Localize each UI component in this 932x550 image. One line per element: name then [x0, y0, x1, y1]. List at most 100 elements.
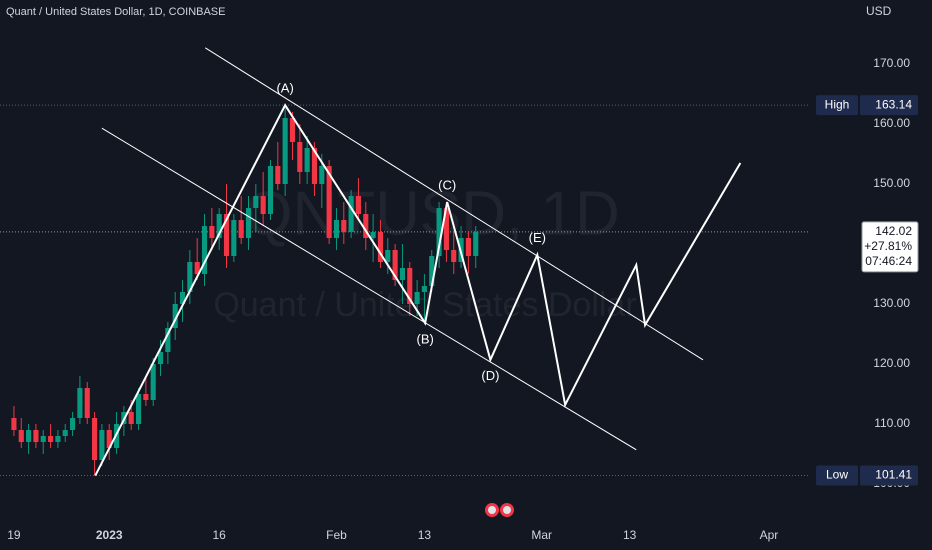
candle-body: [333, 220, 340, 239]
candle-body: [231, 220, 237, 257]
last-price: 142.02: [875, 224, 912, 238]
candle-body: [179, 292, 186, 305]
watermark: QNTUSD, 1D: [244, 179, 619, 248]
candle-body: [216, 214, 222, 239]
candle-body: [165, 328, 171, 353]
candle-body: [40, 436, 46, 443]
candle-body: [48, 436, 54, 443]
candle-body: [282, 118, 288, 185]
candle-body: [473, 231, 479, 257]
candle-body: [209, 226, 215, 239]
candle-body: [377, 232, 384, 263]
candle-body: [319, 166, 325, 185]
wave-label: (E): [529, 230, 546, 245]
candle-body: [429, 256, 435, 287]
candle-body: [253, 196, 259, 209]
currency: USD: [866, 4, 892, 18]
high-badge-label: High: [825, 97, 850, 111]
x-tick-label: 13: [418, 528, 432, 542]
candle-body: [392, 250, 398, 281]
candle-body: [238, 220, 244, 239]
x-tick-label: 13: [623, 528, 637, 542]
watermark-group: QNTUSD, 1D Quant / United States Dollar: [213, 179, 636, 324]
price-badge: [861, 221, 919, 273]
candle-body: [297, 142, 303, 173]
candle-body: [18, 430, 24, 443]
event-icon-inner: [503, 506, 511, 514]
candle-body: [326, 166, 332, 239]
candle-body: [399, 268, 405, 281]
x-tick-label: 19: [7, 528, 21, 542]
y-tick-label: 110.00: [874, 416, 910, 430]
candle-body: [245, 208, 252, 239]
y-tick-label: 170.00: [873, 56, 910, 70]
candle-body: [26, 430, 32, 443]
candle-body: [62, 430, 68, 437]
candle-body: [407, 268, 413, 305]
wave-label: (C): [438, 177, 456, 192]
low-badge-value-bg: [860, 465, 918, 486]
channel-line: [101, 127, 637, 451]
high-badge-value: 163.14: [875, 97, 912, 111]
x-tick-label: Feb: [326, 528, 347, 542]
wave-label: (A): [276, 81, 293, 96]
candle-body: [91, 418, 98, 461]
candle-body: [11, 418, 17, 431]
candle-body: [451, 250, 457, 263]
candle-body: [150, 364, 156, 401]
x-tick-label: Apr: [760, 528, 779, 542]
candle-body: [194, 262, 200, 275]
chart-title: Quant / United States Dollar, 1D, COINBA…: [6, 6, 225, 18]
candle-body: [436, 208, 442, 257]
candle-body: [143, 394, 149, 401]
wave-label: (D): [481, 368, 499, 383]
low-badge-label-bg: [816, 465, 858, 486]
channel-line: [204, 47, 704, 361]
candle-body: [414, 292, 420, 305]
candle-body: [99, 430, 105, 461]
candle-body: [260, 196, 266, 215]
y-tick-label: 160.00: [873, 116, 910, 130]
candle-body: [128, 412, 134, 425]
low-badge-label: Low: [826, 468, 848, 482]
candle-body: [275, 166, 281, 185]
high-badge-label-bg: [816, 95, 858, 116]
candle-body: [370, 232, 376, 239]
candle-body: [55, 436, 61, 443]
candle-body: [289, 118, 296, 143]
candle-body: [363, 214, 369, 239]
countdown: 07:46:24: [865, 254, 912, 268]
candle-body: [443, 208, 449, 251]
high-badge-value-bg: [860, 95, 918, 116]
price-change: +27.81%: [864, 239, 912, 253]
wave-label: (B): [416, 332, 433, 347]
candle-body: [201, 226, 208, 275]
candle-body: [157, 352, 164, 365]
candle-body: [77, 388, 83, 419]
candle-body: [187, 262, 193, 293]
candle-body: [106, 430, 112, 449]
y-tick-label: 130.00: [873, 296, 910, 310]
candle-body: [341, 220, 347, 233]
low-badge-value: 101.41: [875, 468, 912, 482]
candle-body: [465, 238, 471, 257]
watermark-subtitle: Quant / United States Dollar: [213, 286, 636, 324]
candle-body: [223, 214, 230, 257]
x-tick-label: 2023: [96, 528, 123, 542]
candle-body: [84, 388, 90, 419]
y-tick-label: 150.00: [873, 176, 910, 190]
candle-body: [267, 166, 274, 215]
candle-body: [348, 196, 354, 233]
candle-body: [355, 196, 362, 215]
candle-body: [70, 418, 76, 431]
x-tick-label: 16: [212, 528, 226, 542]
candle-body: [311, 148, 318, 185]
x-tick-label: Mar: [531, 528, 552, 542]
event-icon-inner: [488, 506, 496, 514]
candle-body: [135, 394, 142, 425]
wave-path: [94, 103, 742, 476]
candle-body: [421, 286, 427, 293]
